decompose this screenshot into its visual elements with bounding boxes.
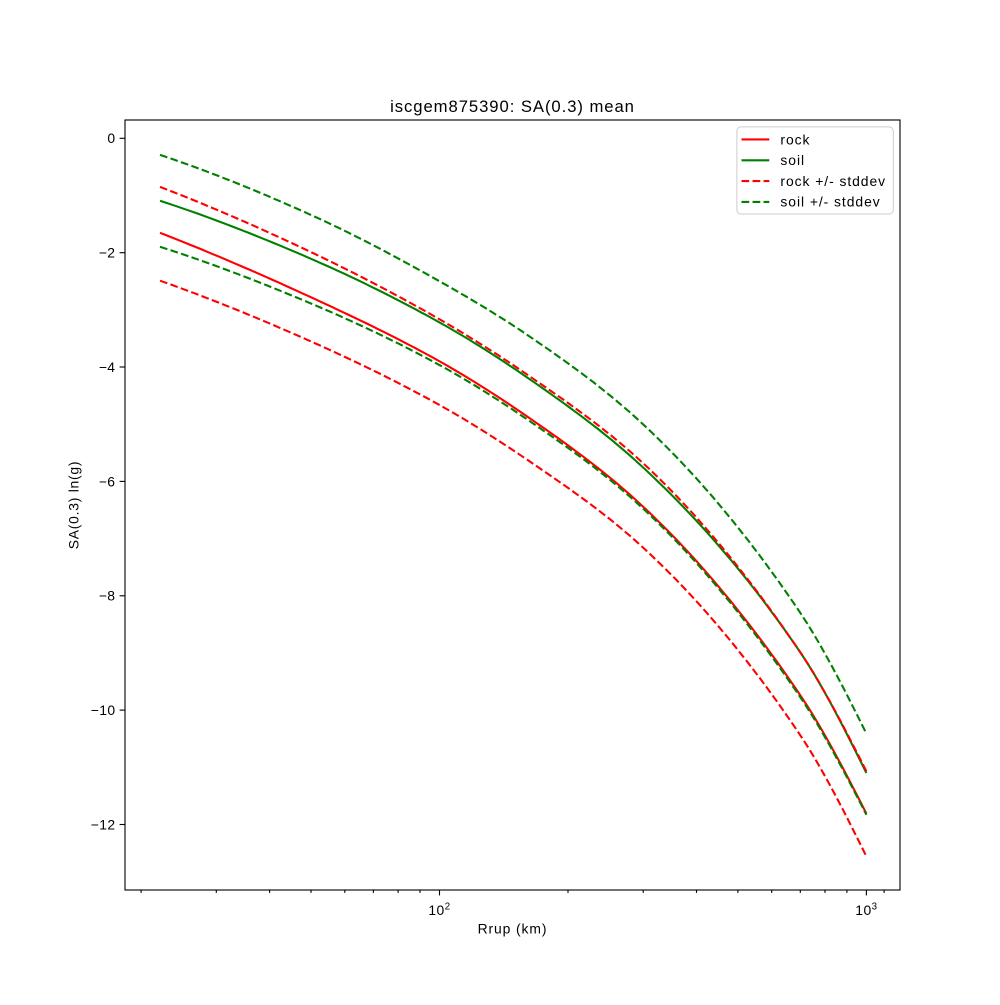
svg-text:SA(0.3) ln(g): SA(0.3) ln(g) [65, 461, 81, 549]
svg-text:soil: soil [780, 152, 805, 168]
svg-text:−12: −12 [91, 816, 116, 832]
svg-text:102: 102 [428, 902, 450, 918]
svg-text:−10: −10 [91, 702, 116, 718]
svg-text:soil +/- stddev: soil +/- stddev [780, 194, 880, 210]
svg-text:−2: −2 [99, 245, 116, 261]
svg-text:−8: −8 [99, 588, 116, 604]
svg-text:0: 0 [107, 130, 115, 146]
svg-text:−6: −6 [99, 473, 116, 489]
svg-text:Rrup (km): Rrup (km) [478, 921, 548, 937]
svg-text:iscgem875390: SA(0.3) mean: iscgem875390: SA(0.3) mean [390, 97, 635, 116]
svg-text:103: 103 [855, 902, 877, 918]
svg-text:−4: −4 [99, 359, 116, 375]
svg-text:rock +/- stddev: rock +/- stddev [780, 173, 886, 189]
svg-text:rock: rock [780, 131, 810, 147]
